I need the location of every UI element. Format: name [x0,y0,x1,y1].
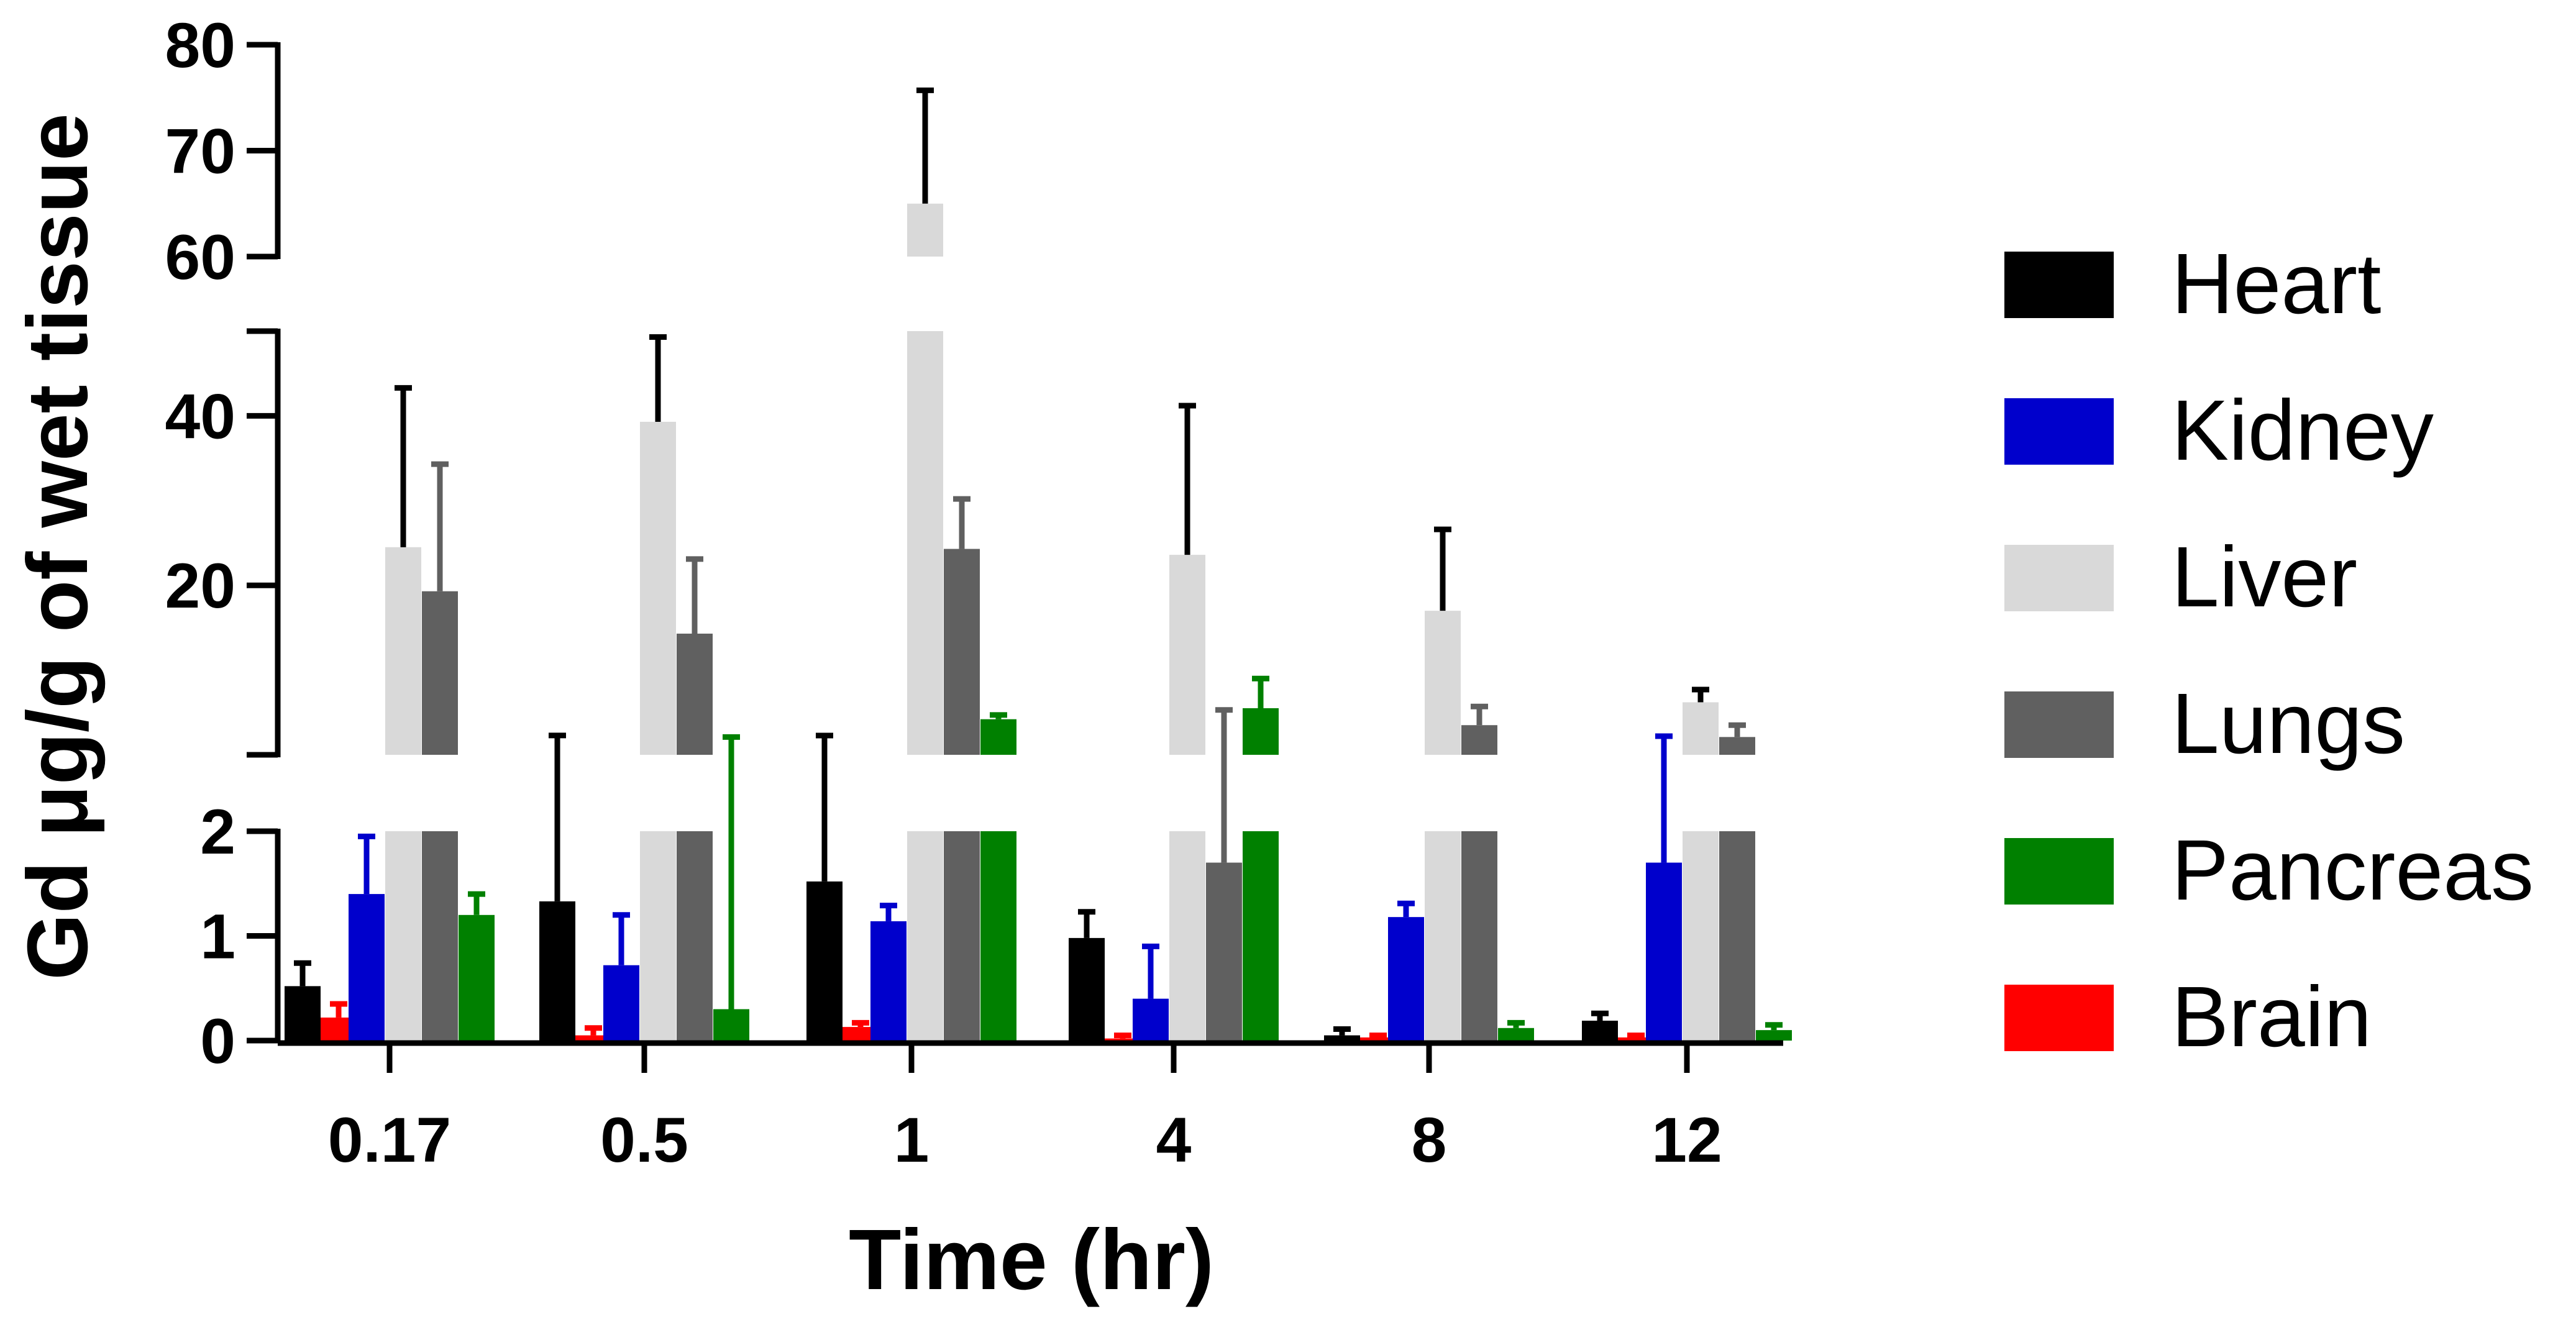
bar-liver-0.5 [640,831,676,1041]
bar-lungs-4 [1206,862,1242,1041]
bar-lungs-0.17 [422,831,458,1041]
bar-liver-12-part1 [1683,702,1719,755]
bar-liver-1-part1 [907,331,943,755]
x-tick-label-1: 1 [894,1105,929,1175]
y-tick-label-2: 2 [200,796,235,867]
bar-heart-4 [1069,937,1105,1041]
bar-lungs-8 [1461,831,1497,1041]
legend: Heart Kidney Liver Lungs Pancreas Brain [2004,236,2534,1065]
legend-swatch-heart [2004,252,2114,318]
bar-liver-0.17 [385,831,421,1041]
bar-kidney-4 [1133,998,1169,1041]
bar-heart-0.5 [539,901,575,1041]
bar-lungs-1-part1 [944,549,980,755]
legend-label-lungs: Lungs [2172,676,2405,772]
bar-brain-1 [843,1027,879,1041]
bar-lungs-12-part1 [1719,737,1755,755]
y-axis-title: Gd μg/g of wet tissue [10,113,106,980]
bar-liver-8 [1425,831,1461,1041]
x-tick-label-0.17: 0.17 [328,1105,452,1175]
bar-pancreas-8 [1498,1028,1534,1041]
axes-layer [247,42,1783,1073]
bar-heart-1 [806,881,843,1041]
bar-brain-0.5 [575,1035,611,1041]
legend-label-pancreas: Pancreas [2172,823,2534,918]
bar-pancreas-4-part1 [1243,708,1279,755]
y-tick-label-20: 20 [165,550,235,621]
bar-kidney-0.17 [349,894,385,1041]
bar-liver-12 [1683,831,1719,1041]
legend-swatch-pancreas [2004,838,2114,905]
legend-swatch-kidney [2004,398,2114,465]
legend-label-liver: Liver [2172,529,2357,625]
legend-label-heart: Heart [2172,236,2381,332]
bar-brain-12 [1618,1037,1654,1041]
bar-brain-8 [1360,1037,1396,1041]
bar-pancreas-0.17 [459,914,495,1041]
legend-swatch-brain [2004,985,2114,1051]
bar-kidney-1 [870,921,907,1041]
legend-swatch-lungs [2004,691,2114,758]
bar-liver-4 [1169,831,1205,1041]
bar-lungs-0.5 [677,831,713,1041]
legend-label-kidney: Kidney [2172,383,2434,478]
bar-lungs-0.5-part1 [677,633,713,755]
bar-pancreas-0.5 [713,1009,749,1041]
bar-pancreas-1-part1 [980,719,1016,755]
legend-swatch-liver [2004,545,2114,611]
bar-lungs-1 [944,831,980,1041]
bar-lungs-12 [1719,831,1755,1041]
bar-liver-0.17-part1 [385,547,421,755]
y-tick-label-80: 80 [165,10,235,81]
bar-liver-8-part1 [1425,611,1461,755]
bar-kidney-0.5 [603,965,639,1041]
bar-pancreas-1 [980,831,1016,1041]
x-axis-title: Time (hr) [849,1212,1214,1308]
y-tick-label-60: 60 [165,222,235,293]
x-tick-label-12: 12 [1651,1105,1722,1175]
y-tick-label-70: 70 [165,116,235,187]
bar-kidney-12 [1646,862,1682,1041]
y-tick-label-40: 40 [165,381,235,452]
bar-lungs-0.17-part1 [422,591,458,755]
y-tick-label-0: 0 [200,1006,235,1077]
bar-liver-4-part1 [1169,555,1205,755]
bar-pancreas-4 [1243,831,1279,1041]
bar-liver-0.5-part1 [640,421,676,755]
bar-liver-1 [907,831,943,1041]
y-tick-label-1: 1 [200,901,235,972]
x-tick-label-4: 4 [1156,1105,1192,1175]
x-tick-label-0.5: 0.5 [600,1105,688,1175]
bar-pancreas-12 [1756,1030,1792,1041]
bars-layer [285,87,1792,1041]
legend-label-brain: Brain [2172,969,2372,1065]
bar-lungs-8-part1 [1461,725,1497,755]
bar-heart-0.17 [285,986,321,1041]
bar-heart-12 [1582,1020,1618,1041]
bar-kidney-8 [1388,917,1424,1041]
x-tick-label-8: 8 [1412,1105,1447,1175]
bar-liver-1-part2 [907,203,943,257]
bar-brain-4 [1105,1038,1141,1041]
bar-heart-8 [1324,1035,1360,1041]
